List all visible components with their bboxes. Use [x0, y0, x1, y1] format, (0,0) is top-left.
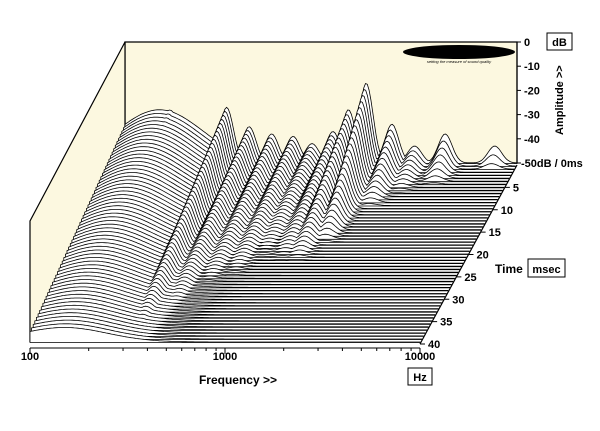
- decay-slice: [37, 308, 429, 328]
- amplitude-tick-label: -30: [524, 110, 540, 122]
- amplitude-axis-label: Amplitude >>: [554, 65, 566, 135]
- frequency-unit-box: [407, 367, 433, 386]
- amplitude-tick-label: 0: [524, 37, 530, 49]
- time-tick-label: 5: [513, 182, 519, 194]
- amplitude-ticks: 0 -10 -20 -30 -40 -50dB / 0ms: [517, 37, 583, 170]
- decay-slice: [32, 319, 424, 337]
- time-tick-label: 40: [428, 339, 440, 351]
- decay-slice: [42, 297, 434, 319]
- logo-text: MILLER AUDIO RESEARCH: [413, 50, 505, 57]
- time-axis-label: Time: [495, 262, 523, 276]
- time-tick-label: 30: [452, 294, 464, 306]
- time-unit: msec: [532, 264, 560, 276]
- decay-slices: [29, 82, 518, 343]
- decay-slice: [29, 327, 421, 343]
- amplitude-unit-box: [546, 32, 573, 51]
- logo: MILLER AUDIO RESEARCH setting the measur…: [403, 45, 515, 64]
- time-tick-label: 10: [501, 205, 513, 217]
- time-tick-label: 20: [477, 250, 489, 262]
- time-tick-label: 25: [464, 272, 476, 284]
- decay-slice: [34, 316, 426, 334]
- time-tick-label: 35: [440, 317, 452, 329]
- time-tick-label: 15: [489, 227, 501, 239]
- frequency-tick-label: 1000: [213, 351, 237, 363]
- amplitude-tick-label: -40: [524, 134, 540, 146]
- frequency-axis-label: Frequency >>: [199, 373, 277, 387]
- amplitude-unit: dB: [552, 37, 567, 49]
- frequency-ticks: 100 1000 10000: [21, 351, 435, 363]
- amplitude-tick-label: -20: [524, 85, 540, 97]
- decay-slice: [44, 293, 436, 316]
- frequency-unit: Hz: [413, 372, 427, 384]
- decay-slice: [39, 304, 431, 325]
- decay-slice: [40, 301, 432, 322]
- amplitude-tick-label: -50dB / 0ms: [521, 158, 583, 170]
- time-unit-box: [527, 258, 566, 278]
- amplitude-tick-label: -10: [524, 61, 540, 73]
- decay-slice: [36, 312, 427, 331]
- frequency-tick-label: 10000: [405, 351, 436, 363]
- frequency-tick-label: 100: [21, 351, 39, 363]
- decay-slice: [31, 323, 422, 340]
- logo-tagline: setting the measure of sound quality: [427, 59, 492, 64]
